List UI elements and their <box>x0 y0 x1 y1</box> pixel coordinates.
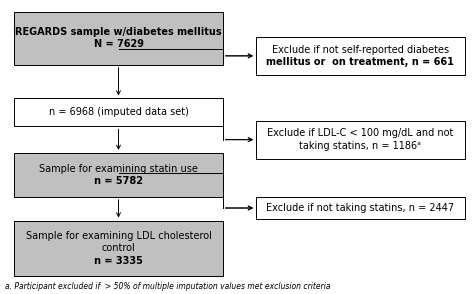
Text: n = 5782: n = 5782 <box>94 176 143 186</box>
Text: Exclude if not taking statins, n = 2447: Exclude if not taking statins, n = 2447 <box>266 203 454 213</box>
Text: REGARDS sample w/diabetes mellitus: REGARDS sample w/diabetes mellitus <box>15 27 222 37</box>
FancyBboxPatch shape <box>256 121 465 159</box>
Text: n = 6968 (imputed data set): n = 6968 (imputed data set) <box>48 107 189 118</box>
Text: Exclude if LDL-C < 100 mg/dL and not: Exclude if LDL-C < 100 mg/dL and not <box>267 128 454 138</box>
FancyBboxPatch shape <box>14 153 223 197</box>
Text: mellitus or  on treatment, n = 661: mellitus or on treatment, n = 661 <box>266 57 454 67</box>
FancyBboxPatch shape <box>256 197 465 219</box>
FancyBboxPatch shape <box>14 98 223 126</box>
Text: n = 3335: n = 3335 <box>94 256 143 266</box>
FancyBboxPatch shape <box>14 12 223 65</box>
FancyBboxPatch shape <box>256 37 465 75</box>
Text: Sample for examining LDL cholesterol: Sample for examining LDL cholesterol <box>26 231 211 241</box>
Text: Sample for examining statin use: Sample for examining statin use <box>39 164 198 174</box>
Text: N = 7629: N = 7629 <box>93 39 144 49</box>
Text: a. Participant excluded if  > 50% of multiple imputation values met exclusion cr: a. Participant excluded if > 50% of mult… <box>5 282 330 291</box>
FancyBboxPatch shape <box>14 220 223 276</box>
Text: Exclude if not self-reported diabetes: Exclude if not self-reported diabetes <box>272 45 449 55</box>
Text: control: control <box>101 243 136 253</box>
Text: taking statins, n = 1186ᵃ: taking statins, n = 1186ᵃ <box>299 141 421 151</box>
